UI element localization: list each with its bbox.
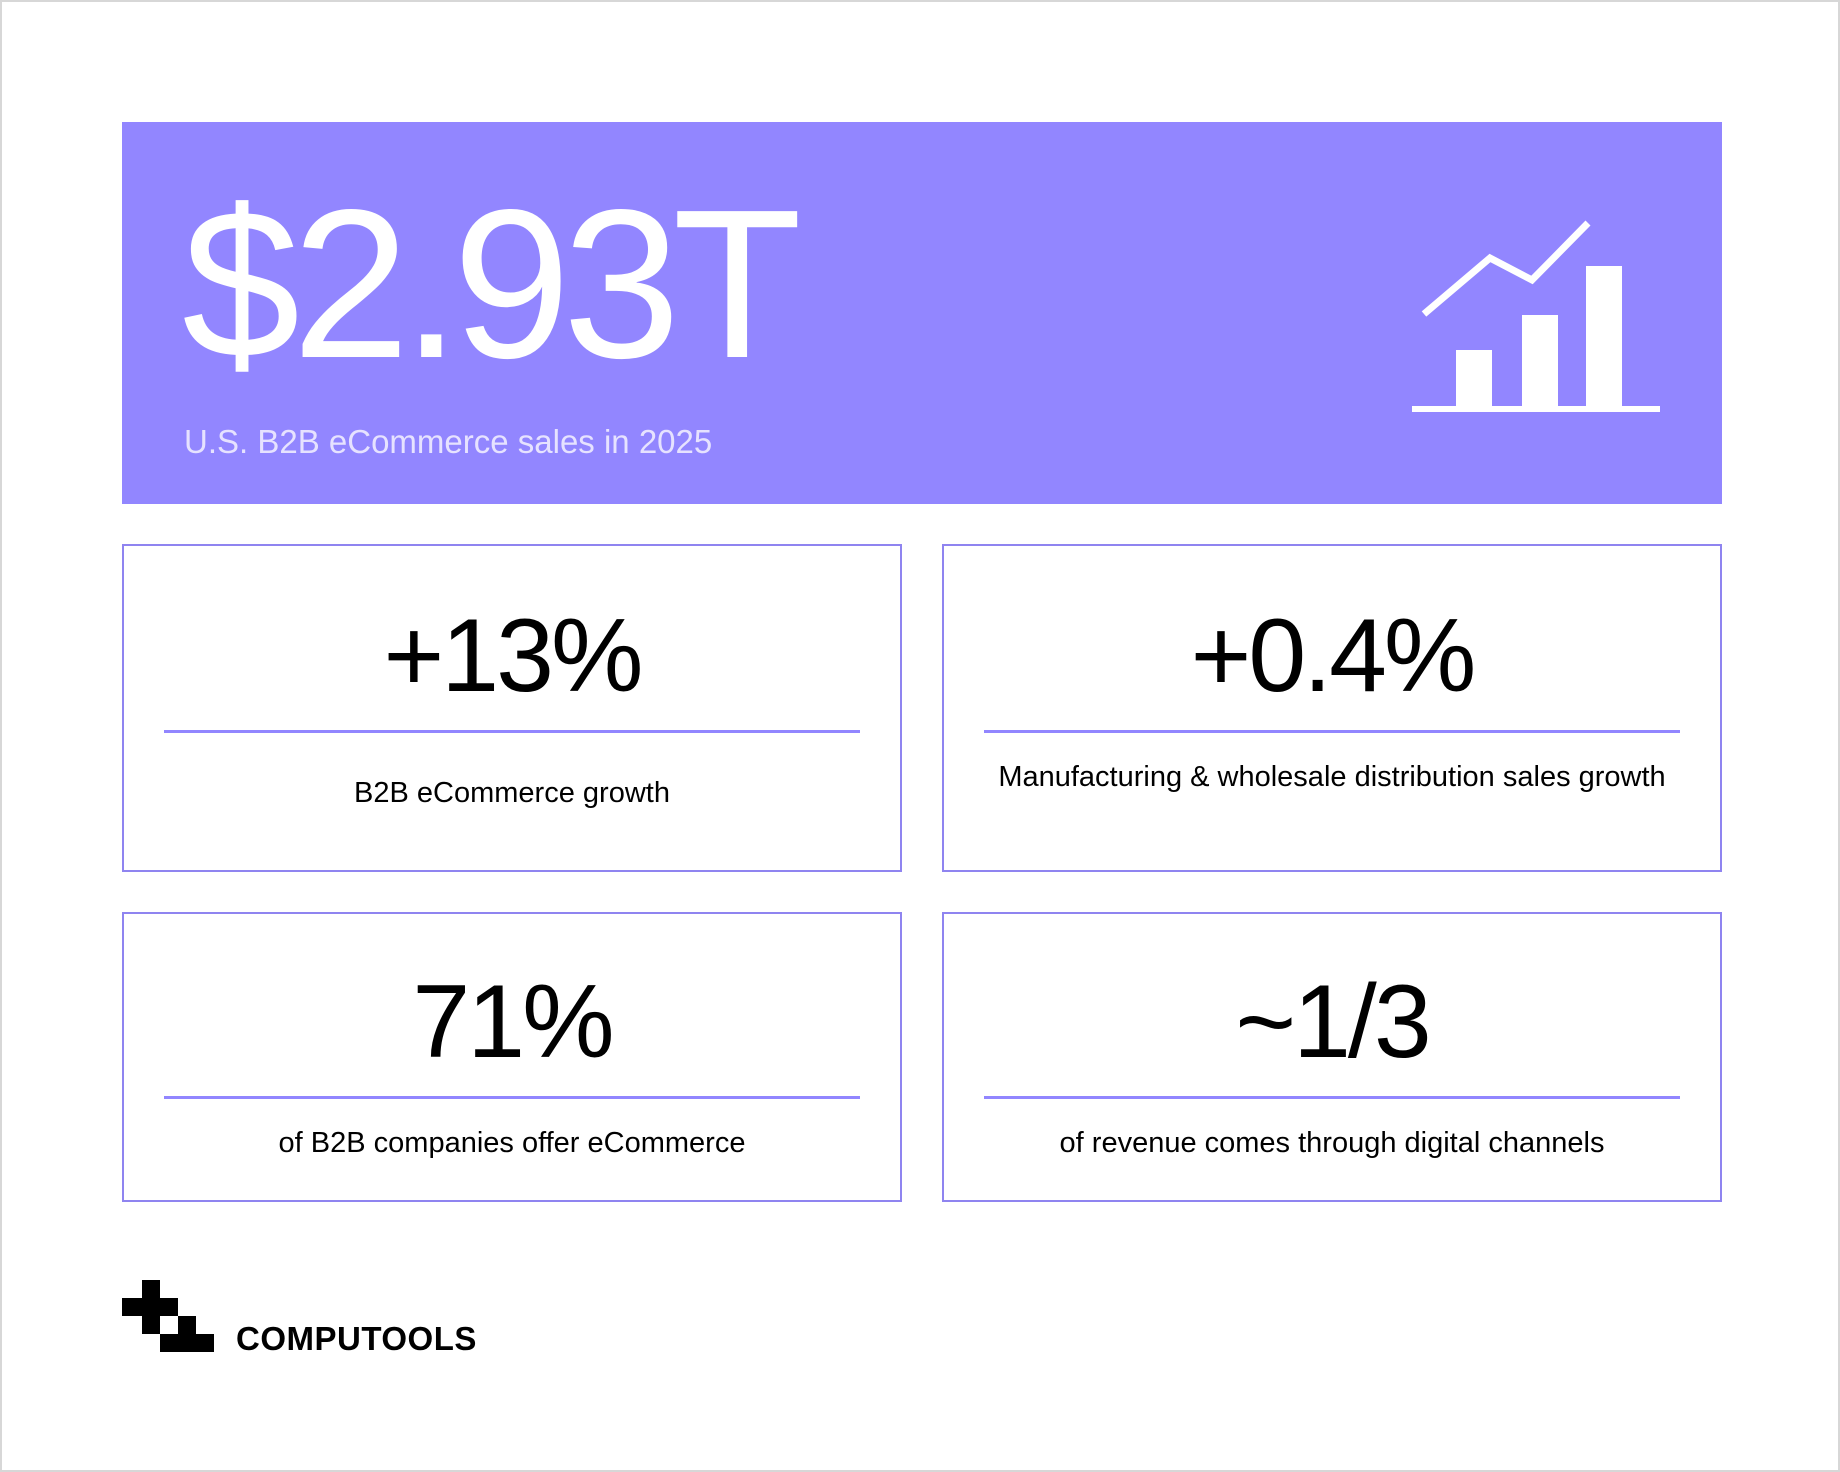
divider	[984, 730, 1680, 733]
stat-value: ~1/3	[1235, 964, 1431, 1080]
growth-chart-icon	[1412, 220, 1660, 412]
hero-banner: $2.93T U.S. B2B eCommerce sales in 2025	[122, 122, 1722, 504]
stat-card-companies-offer-ecommerce: 71% of B2B companies offer eCommerce	[122, 912, 902, 1202]
hero-caption: U.S. B2B eCommerce sales in 2025	[184, 423, 713, 460]
brand-name: COMPUTOOLS	[236, 1320, 477, 1357]
hero-value: $2.93T	[182, 165, 802, 402]
divider	[164, 1096, 860, 1099]
divider	[984, 1096, 1680, 1099]
divider	[164, 730, 860, 733]
stat-card-digital-revenue: ~1/3 of revenue comes through digital ch…	[942, 912, 1722, 1202]
stat-label: B2B eCommerce growth	[354, 777, 670, 809]
computools-logo-icon	[122, 1280, 214, 1352]
stat-value: +13%	[383, 598, 644, 714]
stat-value: 71%	[412, 964, 614, 1080]
stat-card-manufacturing-growth: +0.4% Manufacturing & wholesale distribu…	[942, 544, 1722, 872]
stat-card-b2b-growth: +13% B2B eCommerce growth	[122, 544, 902, 872]
stat-value: +0.4%	[1190, 598, 1477, 714]
stat-label: of revenue comes through digital channel…	[1059, 1127, 1605, 1159]
stat-label: of B2B companies offer eCommerce	[278, 1127, 746, 1159]
stat-label: Manufacturing & wholesale distribution s…	[998, 761, 1666, 793]
